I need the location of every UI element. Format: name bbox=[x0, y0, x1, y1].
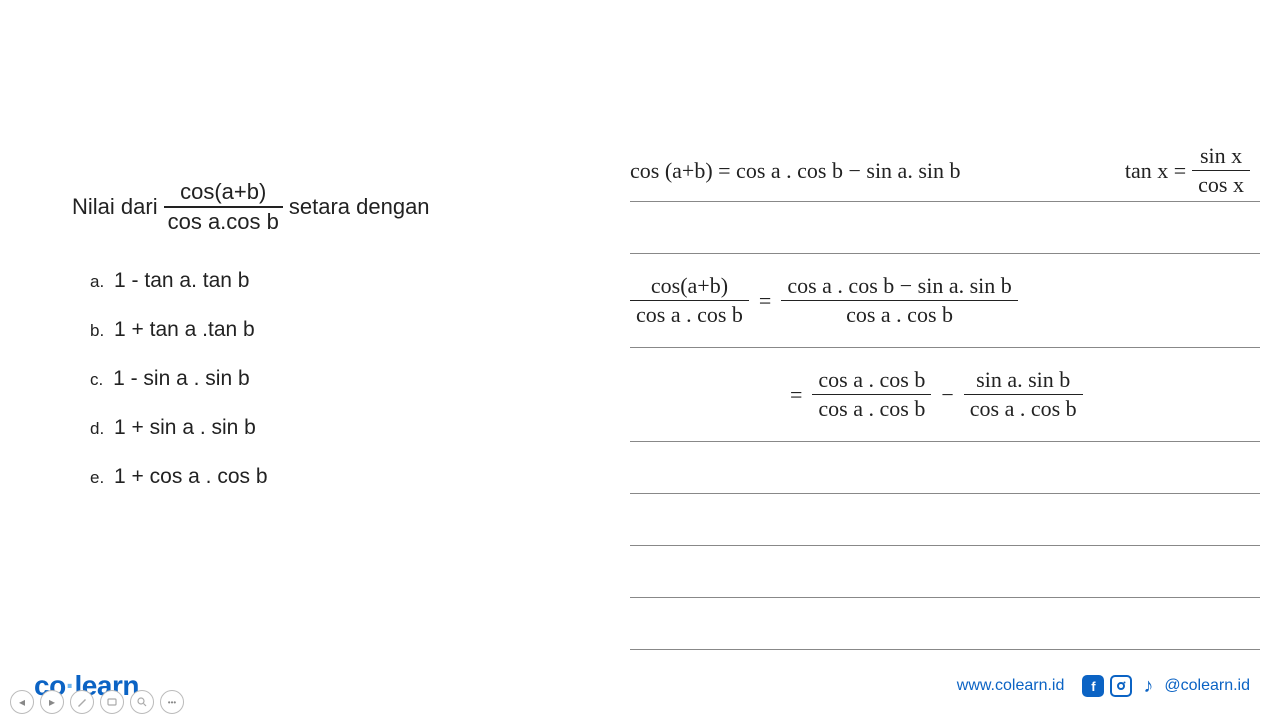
option-a-text: 1 - tan a. tan b bbox=[114, 269, 249, 292]
step1-rhs: cos a . cos b − sin a. sin b cos a . cos… bbox=[781, 274, 1017, 328]
screenshot-button[interactable] bbox=[100, 690, 124, 714]
option-e: e. 1 + cos a . cos b bbox=[90, 466, 552, 487]
step2-t1-den: cos a . cos b bbox=[812, 395, 931, 421]
work-row-blank bbox=[630, 494, 1260, 546]
step2-t1-num: cos a . cos b bbox=[812, 368, 931, 394]
step2-term2: sin a. sin b cos a . cos b bbox=[964, 368, 1083, 422]
option-c: c. 1 - sin a . sin b bbox=[90, 368, 552, 389]
step2-term1: cos a . cos b cos a . cos b bbox=[812, 368, 931, 422]
more-button[interactable]: ••• bbox=[160, 690, 184, 714]
question-panel: Nilai dari cos(a+b) cos a.cos b setara d… bbox=[72, 180, 552, 515]
work-row-identity: cos (a+b) = cos a . cos b − sin a. sin b… bbox=[630, 140, 1260, 202]
option-b: b. 1 + tan a .tan b bbox=[90, 319, 552, 340]
tan-label: tan x = bbox=[1125, 158, 1186, 184]
option-d-text: 1 + sin a . sin b bbox=[114, 416, 256, 439]
option-a: a. 1 - tan a. tan b bbox=[90, 270, 552, 291]
tan-den: cos x bbox=[1192, 171, 1250, 197]
minus-sign: − bbox=[941, 382, 953, 408]
question-fraction: cos(a+b) cos a.cos b bbox=[164, 180, 283, 234]
facebook-icon[interactable]: f bbox=[1082, 675, 1104, 697]
tan-fraction: sin x cos x bbox=[1192, 144, 1250, 198]
social-icons: f ♪ @colearn.id bbox=[1082, 675, 1250, 697]
footer: co·learn www.colearn.id f ♪ @colearn.id bbox=[0, 656, 1280, 720]
step2-t2-num: sin a. sin b bbox=[970, 368, 1076, 394]
work-row-blank bbox=[630, 202, 1260, 254]
question-prefix: Nilai dari bbox=[72, 194, 158, 220]
play-button[interactable]: ▸ bbox=[40, 690, 64, 714]
tiktok-icon[interactable]: ♪ bbox=[1138, 675, 1158, 697]
step1-rhs-den: cos a . cos b bbox=[840, 301, 959, 327]
tan-num: sin x bbox=[1194, 144, 1248, 170]
footer-url: www.colearn.id bbox=[957, 677, 1065, 695]
option-c-label: c. bbox=[90, 370, 103, 389]
identity-cos: cos (a+b) = cos a . cos b − sin a. sin b bbox=[630, 158, 961, 184]
zoom-button[interactable] bbox=[130, 690, 154, 714]
prev-button[interactable]: ◂ bbox=[10, 690, 34, 714]
option-b-label: b. bbox=[90, 321, 104, 340]
step1-lhs-den: cos a . cos b bbox=[630, 301, 749, 327]
option-e-label: e. bbox=[90, 468, 104, 487]
step1-lhs-num: cos(a+b) bbox=[645, 274, 734, 300]
equals-sign: = bbox=[790, 382, 802, 408]
equals-sign: = bbox=[759, 288, 771, 314]
option-e-text: 1 + cos a . cos b bbox=[114, 465, 268, 488]
options-list: a. 1 - tan a. tan b b. 1 + tan a .tan b … bbox=[90, 270, 552, 487]
option-d-label: d. bbox=[90, 419, 104, 438]
question-text: Nilai dari cos(a+b) cos a.cos b setara d… bbox=[72, 180, 552, 234]
question-frac-den: cos a.cos b bbox=[164, 208, 283, 234]
work-row-blank bbox=[630, 598, 1260, 650]
option-c-text: 1 - sin a . sin b bbox=[113, 367, 250, 390]
work-row-step1: cos(a+b) cos a . cos b = cos a . cos b −… bbox=[630, 254, 1260, 348]
work-row-blank bbox=[630, 546, 1260, 598]
social-handle: @colearn.id bbox=[1164, 677, 1250, 695]
footer-right: www.colearn.id f ♪ @colearn.id bbox=[957, 675, 1250, 697]
option-a-label: a. bbox=[90, 272, 104, 291]
draw-button[interactable] bbox=[70, 690, 94, 714]
question-frac-num: cos(a+b) bbox=[176, 180, 270, 206]
step2-t2-den: cos a . cos b bbox=[964, 395, 1083, 421]
step1-lhs: cos(a+b) cos a . cos b bbox=[630, 274, 749, 328]
identity-tan: tan x = sin x cos x bbox=[1125, 144, 1250, 198]
question-suffix: setara dengan bbox=[289, 194, 430, 220]
step1-rhs-num: cos a . cos b − sin a. sin b bbox=[781, 274, 1017, 300]
option-b-text: 1 + tan a .tan b bbox=[114, 318, 255, 341]
worked-solution: cos (a+b) = cos a . cos b − sin a. sin b… bbox=[630, 140, 1260, 650]
work-row-step2: = cos a . cos b cos a . cos b − sin a. s… bbox=[630, 348, 1260, 442]
work-row-blank bbox=[630, 442, 1260, 494]
player-controls: ◂ ▸ ••• bbox=[10, 690, 184, 714]
instagram-icon[interactable] bbox=[1110, 675, 1132, 697]
option-d: d. 1 + sin a . sin b bbox=[90, 417, 552, 438]
